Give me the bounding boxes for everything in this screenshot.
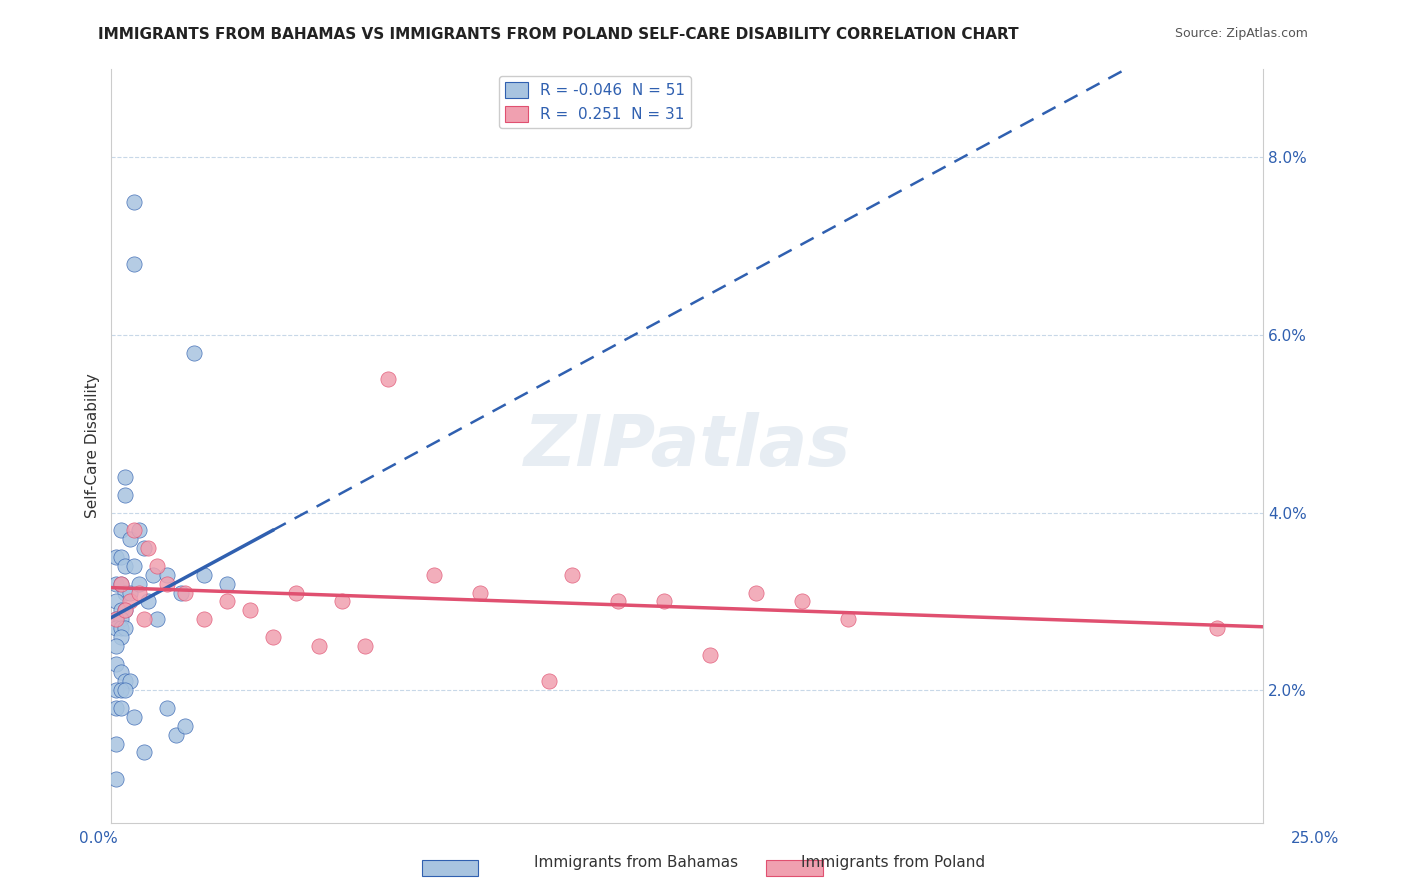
Point <box>114 488 136 502</box>
Point <box>114 470 136 484</box>
Point <box>183 345 205 359</box>
Point <box>105 657 128 671</box>
Y-axis label: Self-Care Disability: Self-Care Disability <box>86 374 100 518</box>
Point <box>114 683 136 698</box>
Point <box>110 612 132 626</box>
Point <box>146 612 169 626</box>
Point <box>136 594 159 608</box>
Point <box>105 683 128 698</box>
Point <box>110 576 132 591</box>
Point <box>110 630 132 644</box>
Point <box>146 558 169 573</box>
Point <box>174 585 197 599</box>
Point <box>124 257 146 271</box>
Point <box>110 603 132 617</box>
Point <box>114 621 136 635</box>
Point <box>110 524 132 538</box>
Point <box>792 594 814 608</box>
Point <box>745 585 768 599</box>
Point <box>118 594 141 608</box>
Point <box>114 603 136 617</box>
Point <box>105 549 128 564</box>
Point <box>128 576 150 591</box>
Point <box>561 567 583 582</box>
Point <box>105 612 128 626</box>
Text: ZIPatlas: ZIPatlas <box>523 411 851 481</box>
Point <box>174 719 197 733</box>
Point <box>118 674 141 689</box>
Point <box>136 541 159 556</box>
Point <box>105 576 128 591</box>
Point <box>607 594 630 608</box>
Point <box>156 701 179 715</box>
Point <box>423 567 446 582</box>
Point <box>193 567 215 582</box>
Point <box>837 612 859 626</box>
Point <box>124 194 146 209</box>
Point <box>169 585 191 599</box>
Point <box>110 701 132 715</box>
Point <box>652 594 675 608</box>
Point <box>215 576 238 591</box>
Point <box>132 746 155 760</box>
Point <box>105 737 128 751</box>
Point <box>128 585 150 599</box>
Point <box>110 683 132 698</box>
Point <box>110 665 132 680</box>
Text: 25.0%: 25.0% <box>1291 831 1339 846</box>
Point <box>193 612 215 626</box>
Text: Immigrants from Poland: Immigrants from Poland <box>801 855 986 870</box>
Point <box>156 567 179 582</box>
Point <box>132 541 155 556</box>
Point <box>128 524 150 538</box>
Point <box>110 549 132 564</box>
Point <box>114 674 136 689</box>
Point <box>110 621 132 635</box>
Point <box>118 585 141 599</box>
Point <box>262 630 284 644</box>
Point <box>239 603 262 617</box>
Point <box>699 648 721 662</box>
Text: 0.0%: 0.0% <box>79 831 118 846</box>
Point <box>156 576 179 591</box>
Point <box>124 710 146 724</box>
Point <box>105 612 128 626</box>
Text: IMMIGRANTS FROM BAHAMAS VS IMMIGRANTS FROM POLAND SELF-CARE DISABILITY CORRELATI: IMMIGRANTS FROM BAHAMAS VS IMMIGRANTS FR… <box>98 27 1019 42</box>
Point <box>114 558 136 573</box>
Point <box>105 594 128 608</box>
Point <box>105 639 128 653</box>
Point <box>114 585 136 599</box>
Point <box>215 594 238 608</box>
Point <box>468 585 491 599</box>
Point <box>118 533 141 547</box>
Point <box>105 701 128 715</box>
Point <box>377 372 399 386</box>
Point <box>284 585 307 599</box>
Point <box>132 612 155 626</box>
Point <box>308 639 330 653</box>
Text: Source: ZipAtlas.com: Source: ZipAtlas.com <box>1174 27 1308 40</box>
Point <box>124 558 146 573</box>
Point <box>114 603 136 617</box>
Point <box>105 621 128 635</box>
Point <box>142 567 165 582</box>
Point <box>110 576 132 591</box>
Point <box>537 674 560 689</box>
Text: Immigrants from Bahamas: Immigrants from Bahamas <box>534 855 738 870</box>
Point <box>330 594 353 608</box>
Legend: R = -0.046  N = 51, R =  0.251  N = 31: R = -0.046 N = 51, R = 0.251 N = 31 <box>499 76 692 128</box>
Point <box>124 524 146 538</box>
Point <box>165 728 187 742</box>
Point <box>1205 621 1227 635</box>
Point <box>353 639 375 653</box>
Point <box>105 772 128 786</box>
